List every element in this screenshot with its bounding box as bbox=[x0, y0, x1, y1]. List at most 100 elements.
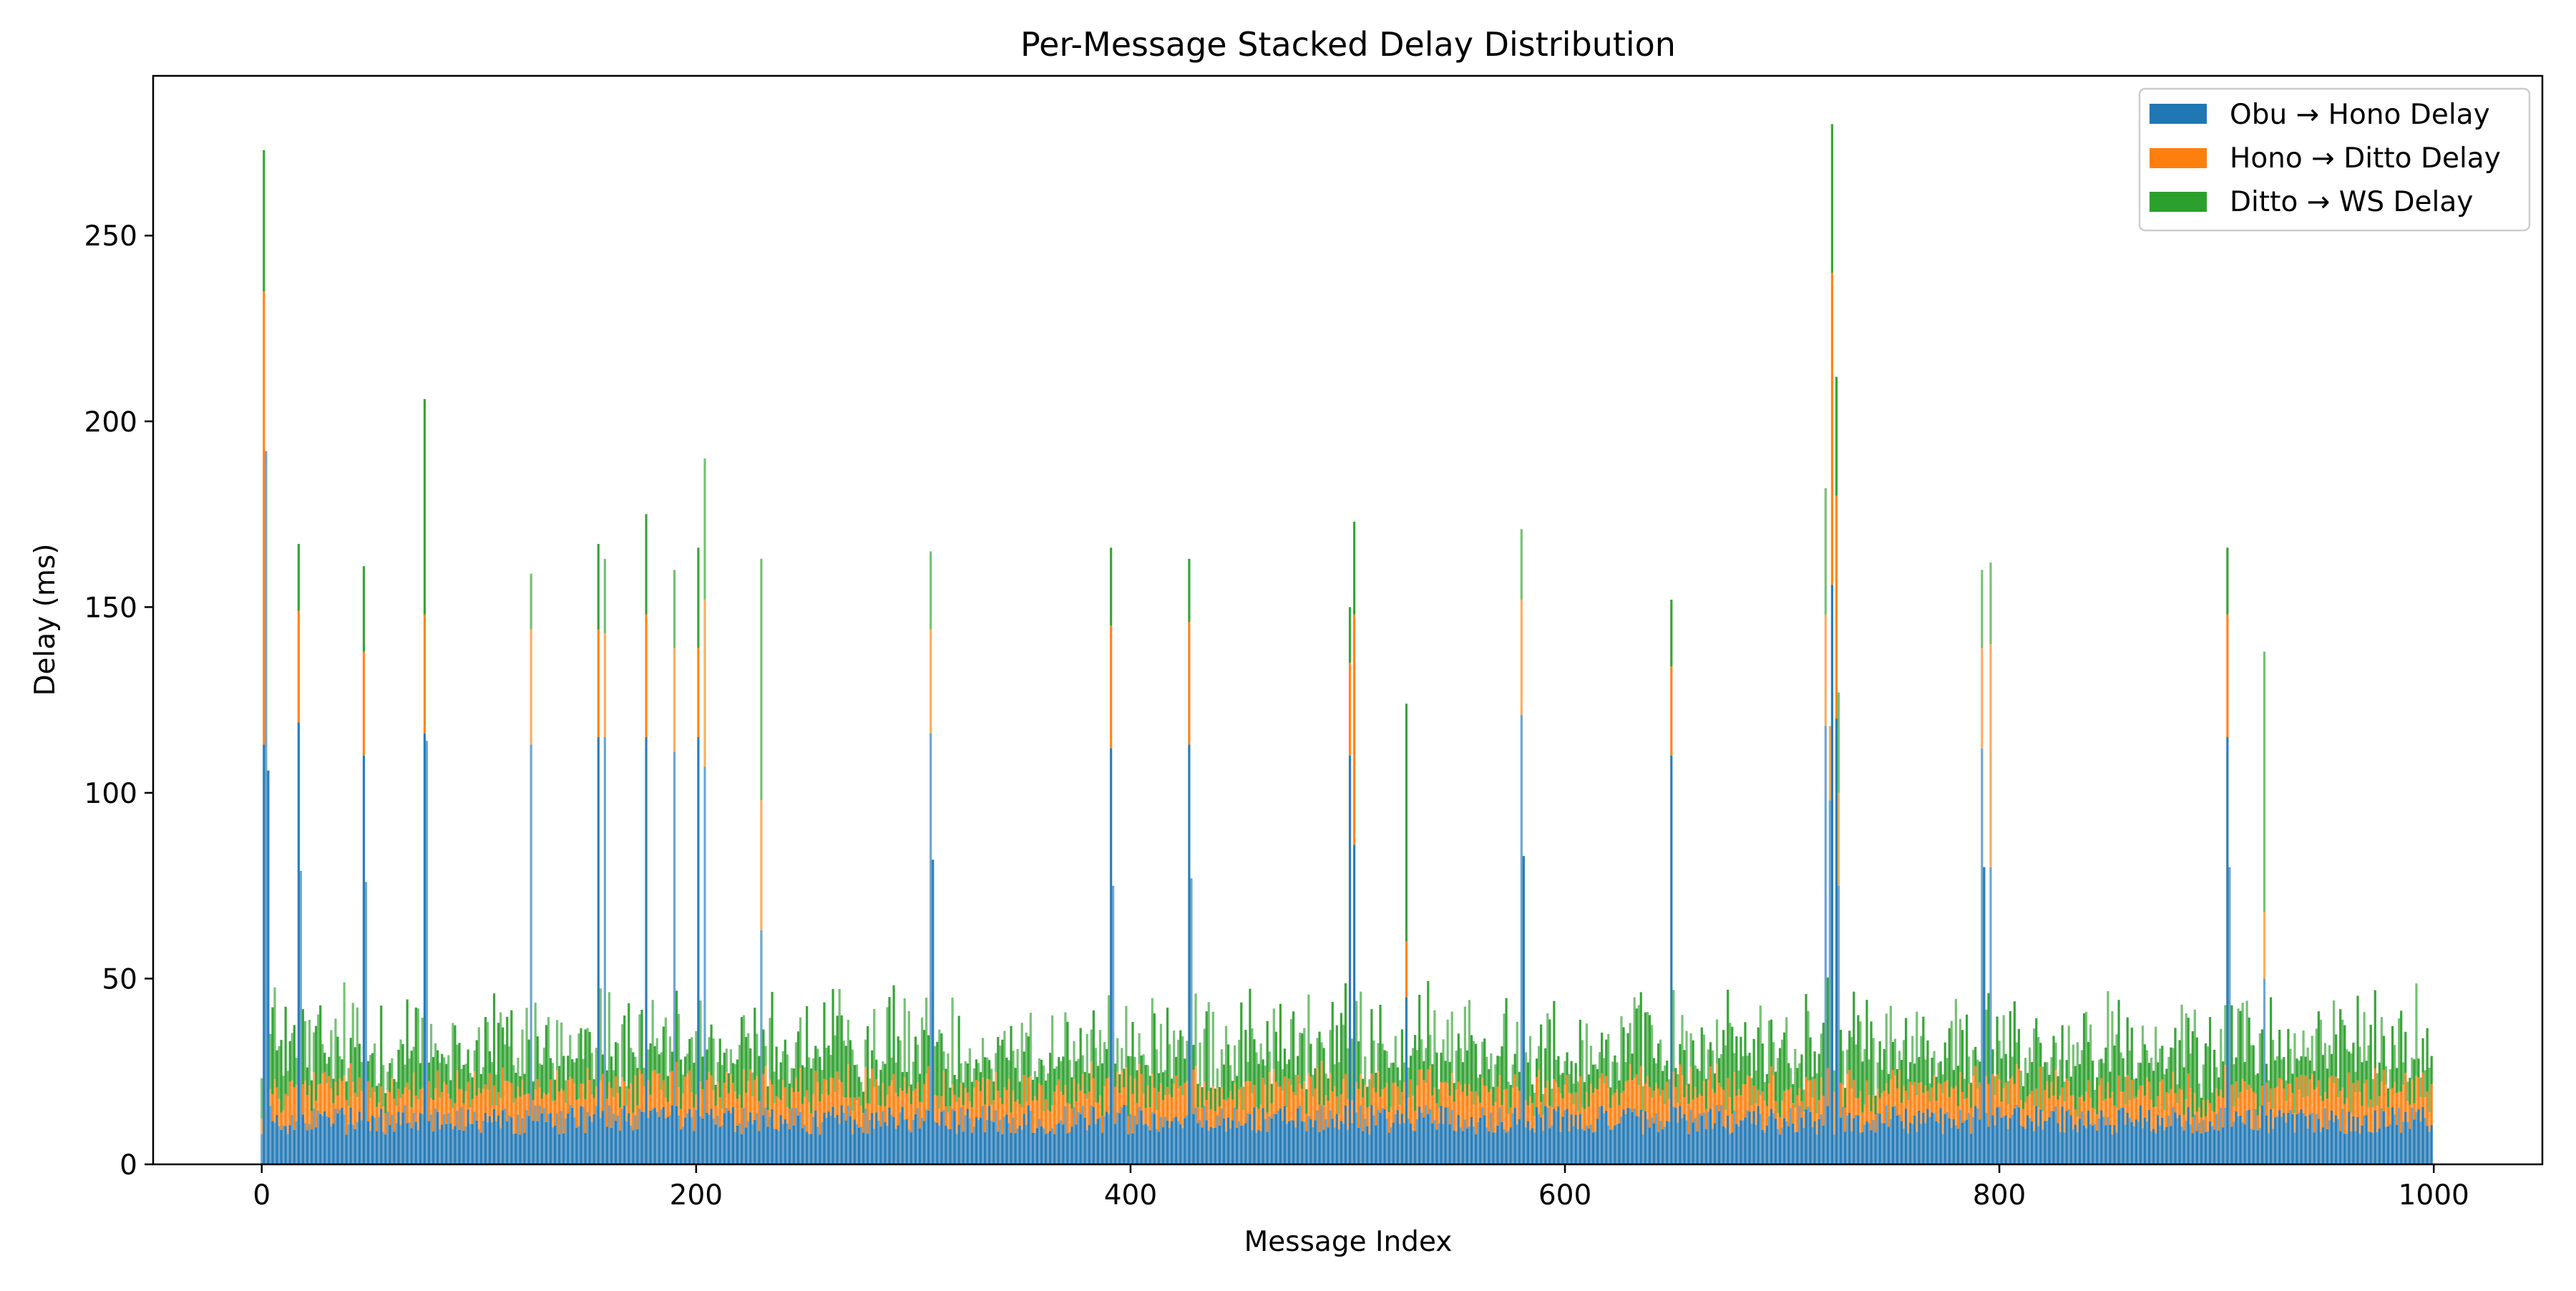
bar-segment-obu-hono bbox=[2029, 1118, 2031, 1164]
bar-segment-hono-ditto bbox=[275, 1087, 278, 1115]
bar-segment-hono-ditto bbox=[1060, 1091, 1063, 1121]
bar-segment-obu-hono bbox=[565, 1118, 567, 1164]
bar-segment-hono-ditto bbox=[1042, 1111, 1045, 1129]
bar-segment-obu-hono bbox=[968, 1118, 971, 1164]
bar-segment-ditto-ws bbox=[2263, 651, 2266, 912]
bar-segment-obu-hono bbox=[1396, 1109, 1399, 1164]
bar-segment-ditto-ws bbox=[918, 1073, 922, 1102]
bar-segment-obu-hono bbox=[1188, 744, 1191, 1164]
bar-segment-ditto-ws bbox=[1626, 1033, 1629, 1081]
bar-segment-hono-ditto bbox=[1429, 1066, 1432, 1109]
bar-segment-ditto-ws bbox=[612, 1070, 615, 1097]
bar-segment-obu-hono bbox=[1763, 1132, 1766, 1164]
bar-segment-ditto-ws bbox=[1956, 1066, 1960, 1106]
bar-segment-hono-ditto bbox=[2004, 1082, 2007, 1116]
bar-segment-obu-hono bbox=[1859, 1133, 1862, 1164]
bar-segment-ditto-ws bbox=[1103, 1042, 1106, 1086]
bar-segment-ditto-ws bbox=[1283, 1048, 1287, 1077]
bar-segment-obu-hono bbox=[1783, 1118, 1786, 1164]
bar-segment-hono-ditto bbox=[2222, 1098, 2225, 1128]
bar-segment-hono-ditto bbox=[640, 1073, 643, 1112]
bar-segment-ditto-ws bbox=[452, 1023, 454, 1109]
bar-segment-hono-ditto bbox=[1457, 1081, 1460, 1115]
bar-segment-obu-hono bbox=[2078, 1119, 2082, 1164]
bar-segment-obu-hono bbox=[2404, 1111, 2407, 1164]
bar-segment-hono-ditto bbox=[1053, 1091, 1056, 1134]
bar-segment-obu-hono bbox=[2296, 1114, 2298, 1164]
bar-segment-hono-ditto bbox=[907, 1086, 910, 1130]
bar-segment-hono-ditto bbox=[412, 1072, 415, 1113]
bar-segment-obu-hono bbox=[621, 1109, 624, 1164]
bar-segment-obu-hono bbox=[1047, 1132, 1050, 1164]
bar-segment-hono-ditto bbox=[610, 1088, 613, 1129]
bar-segment-ditto-ws bbox=[495, 1074, 498, 1106]
bar-segment-hono-ditto bbox=[2185, 1098, 2187, 1121]
bar-segment-obu-hono bbox=[1835, 718, 1838, 1164]
bar-segment-ditto-ws bbox=[955, 1079, 958, 1103]
bar-segment-hono-ditto bbox=[1383, 1087, 1386, 1109]
bar-segment-hono-ditto bbox=[2328, 1077, 2331, 1121]
bar-segment-ditto-ws bbox=[1968, 1056, 1971, 1084]
bar-segment-hono-ditto bbox=[849, 1098, 852, 1116]
bar-segment-ditto-ws bbox=[565, 1080, 567, 1104]
bar-segment-ditto-ws bbox=[1811, 1076, 1814, 1098]
bar-segment-hono-ditto bbox=[753, 1080, 756, 1120]
bar-segment-hono-ditto bbox=[814, 1071, 817, 1111]
bar-segment-obu-hono bbox=[2319, 1131, 2322, 1164]
bar-segment-hono-ditto bbox=[1922, 1093, 1925, 1113]
bar-segment-ditto-ws bbox=[1885, 1013, 1888, 1083]
bar-segment-obu-hono bbox=[1477, 1121, 1480, 1164]
bar-segment-ditto-ws bbox=[621, 1024, 624, 1078]
bar-segment-obu-hono bbox=[2021, 1126, 2025, 1164]
bar-segment-obu-hono bbox=[1668, 1121, 1671, 1164]
bar-segment-ditto-ws bbox=[1266, 1020, 1269, 1113]
bar-segment-obu-hono bbox=[2237, 1116, 2240, 1164]
bar-segment-obu-hono bbox=[336, 1113, 339, 1164]
bar-segment-obu-hono bbox=[1546, 1107, 1549, 1164]
bar-segment-ditto-ws bbox=[416, 1008, 419, 1100]
bar-segment-ditto-ws bbox=[1848, 1031, 1851, 1071]
bar-segment-hono-ditto bbox=[1140, 1073, 1143, 1111]
bar-segment-hono-ditto bbox=[1279, 1086, 1282, 1109]
bar-segment-hono-ditto bbox=[2204, 1116, 2207, 1132]
bar-segment-ditto-ws bbox=[1259, 1043, 1262, 1105]
bar-segment-obu-hono bbox=[1674, 1107, 1677, 1164]
bar-segment-hono-ditto bbox=[2285, 1101, 2288, 1123]
bar-segment-hono-ditto bbox=[2145, 1077, 2149, 1122]
bar-segment-ditto-ws bbox=[2386, 1088, 2390, 1108]
bar-segment-obu-hono bbox=[786, 1123, 789, 1164]
bar-segment-obu-hono bbox=[488, 1116, 492, 1164]
bar-segment-ditto-ws bbox=[2013, 1001, 2016, 1084]
bar-segment-ditto-ws bbox=[2082, 1013, 2086, 1102]
bar-segment-ditto-ws bbox=[799, 1017, 802, 1068]
bar-segment-hono-ditto bbox=[916, 1082, 919, 1109]
bar-segment-ditto-ws bbox=[504, 1044, 507, 1081]
bar-segment-hono-ditto bbox=[714, 1106, 717, 1125]
bar-segment-ditto-ws bbox=[970, 1081, 973, 1108]
bar-segment-obu-hono bbox=[1607, 1125, 1610, 1164]
bar-segment-hono-ditto bbox=[608, 1082, 611, 1106]
bar-segment-ditto-ws bbox=[1240, 1002, 1243, 1087]
bar-segment-obu-hono bbox=[634, 1115, 637, 1164]
bar-segment-obu-hono bbox=[1798, 1106, 1801, 1164]
bar-segment-obu-hono bbox=[439, 1129, 441, 1164]
bar-segment-hono-ditto bbox=[1518, 1091, 1521, 1119]
bar-segment-ditto-ws bbox=[601, 1054, 604, 1074]
bar-segment-ditto-ws bbox=[2272, 1040, 2275, 1109]
bar-segment-hono-ditto bbox=[1820, 1077, 1823, 1114]
bar-segment-ditto-ws bbox=[2346, 1049, 2348, 1098]
bar-segment-obu-hono bbox=[819, 1134, 821, 1164]
bar-segment-ditto-ws bbox=[1420, 1039, 1423, 1069]
bar-segment-hono-ditto bbox=[1931, 1087, 1933, 1113]
bar-segment-hono-ditto bbox=[751, 1096, 754, 1124]
bar-segment-hono-ditto bbox=[549, 1079, 552, 1114]
bar-segment-obu-hono bbox=[343, 1114, 346, 1164]
bar-segment-ditto-ws bbox=[1970, 1083, 1973, 1108]
bar-segment-obu-hono bbox=[412, 1112, 415, 1164]
bar-segment-ditto-ws bbox=[1572, 1083, 1575, 1105]
bar-segment-obu-hono bbox=[1626, 1107, 1629, 1164]
bar-segment-obu-hono bbox=[1596, 1119, 1599, 1164]
bar-segment-ditto-ws bbox=[1042, 1066, 1045, 1111]
bar-segment-hono-ditto bbox=[1477, 1096, 1480, 1122]
bar-segment-hono-ditto bbox=[282, 1110, 285, 1126]
